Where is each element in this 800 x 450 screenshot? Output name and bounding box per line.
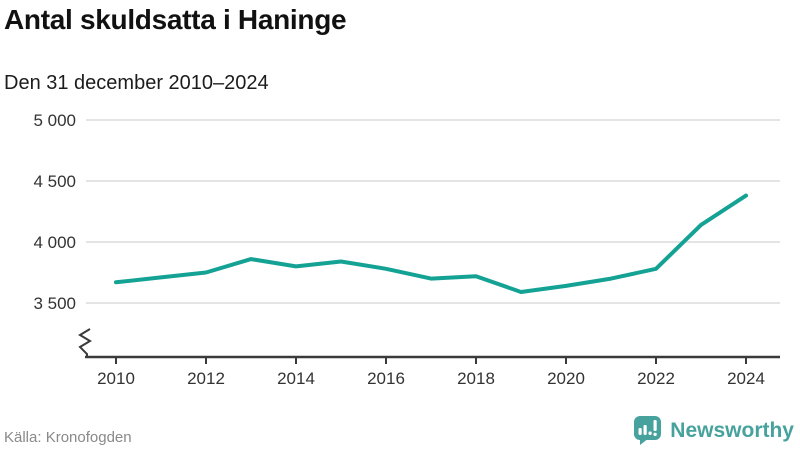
- newsworthy-logo[interactable]: Newsworthy: [633, 415, 794, 446]
- y-axis-label: 5 000: [33, 111, 76, 130]
- x-axis-ticks: [115, 357, 747, 364]
- newsworthy-bubble-icon: [634, 416, 662, 445]
- x-axis-label: 2014: [277, 369, 315, 388]
- y-axis-label: 4 500: [33, 172, 76, 191]
- x-axis-label: 2024: [727, 369, 765, 388]
- y-axis-label: 3 500: [33, 294, 76, 313]
- newsworthy-wordmark: Newsworthy: [670, 418, 794, 442]
- chart-title: Antal skuldsatta i Haninge: [4, 4, 347, 35]
- chart-subtitle: Den 31 december 2010–2024: [4, 72, 269, 94]
- y-axis-break-icon: [78, 328, 92, 357]
- x-axis-label: 2020: [547, 369, 585, 388]
- x-axis-label: 2016: [367, 369, 405, 388]
- y-axis-labels: 3 500 4 000 4 500 5 000: [33, 111, 76, 313]
- x-axis-label: 2022: [637, 369, 675, 388]
- x-axis-label: 2012: [187, 369, 225, 388]
- y-axis-label: 4 000: [33, 233, 76, 252]
- source-credit: Källa: Kronofogden: [4, 429, 132, 446]
- gridlines: [86, 119, 780, 304]
- data-line-antal-skuldsatta: [114, 193, 748, 294]
- x-axis-tick-labels: 2010 2012 2014 2016 2018 2020 2022 2024: [97, 369, 765, 388]
- x-axis-label: 2010: [97, 369, 135, 388]
- x-axis-label: 2018: [457, 369, 495, 388]
